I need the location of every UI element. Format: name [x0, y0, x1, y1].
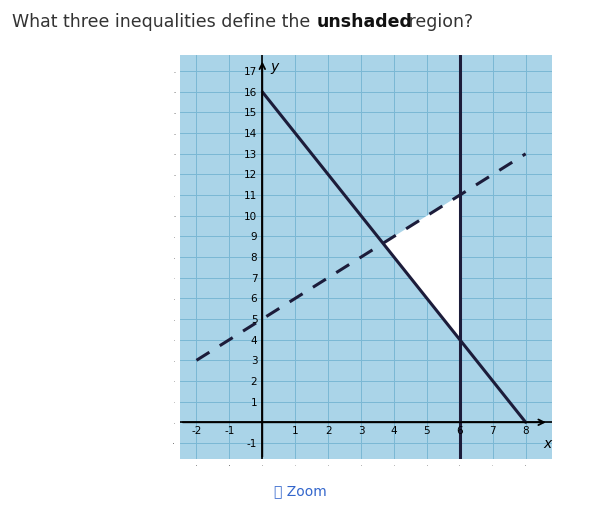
Polygon shape [383, 196, 460, 340]
Text: 13: 13 [244, 149, 257, 160]
Text: 2: 2 [251, 376, 257, 386]
Text: 12: 12 [244, 170, 257, 180]
Text: 7: 7 [490, 425, 496, 435]
Text: region?: region? [403, 13, 473, 31]
Text: 16: 16 [244, 88, 257, 97]
Text: -1: -1 [224, 425, 235, 435]
Text: 3: 3 [251, 356, 257, 366]
Text: 5: 5 [251, 315, 257, 324]
Text: y: y [271, 60, 279, 74]
Text: 11: 11 [244, 191, 257, 200]
Text: 10: 10 [244, 211, 257, 221]
Text: 1: 1 [292, 425, 299, 435]
Text: 6: 6 [457, 425, 463, 435]
Text: 7: 7 [251, 273, 257, 283]
Text: -1: -1 [247, 438, 257, 448]
Text: What three inequalities define the: What three inequalities define the [12, 13, 316, 31]
Text: 14: 14 [244, 129, 257, 139]
Text: x: x [543, 436, 551, 450]
Text: 9: 9 [251, 232, 257, 242]
Text: 8: 8 [251, 252, 257, 263]
Text: -2: -2 [191, 425, 202, 435]
Text: 2: 2 [325, 425, 331, 435]
Text: 17: 17 [244, 67, 257, 77]
Bar [196, 72, 526, 443]
Text: unshaded: unshaded [316, 13, 412, 31]
Text: 4: 4 [391, 425, 397, 435]
Text: 🔍 Zoom: 🔍 Zoom [274, 483, 326, 497]
Text: 1: 1 [251, 397, 257, 407]
Text: 6: 6 [251, 294, 257, 304]
Text: 8: 8 [523, 425, 529, 435]
Text: 15: 15 [244, 108, 257, 118]
Text: 4: 4 [251, 335, 257, 345]
Text: 5: 5 [424, 425, 430, 435]
Text: 3: 3 [358, 425, 364, 435]
